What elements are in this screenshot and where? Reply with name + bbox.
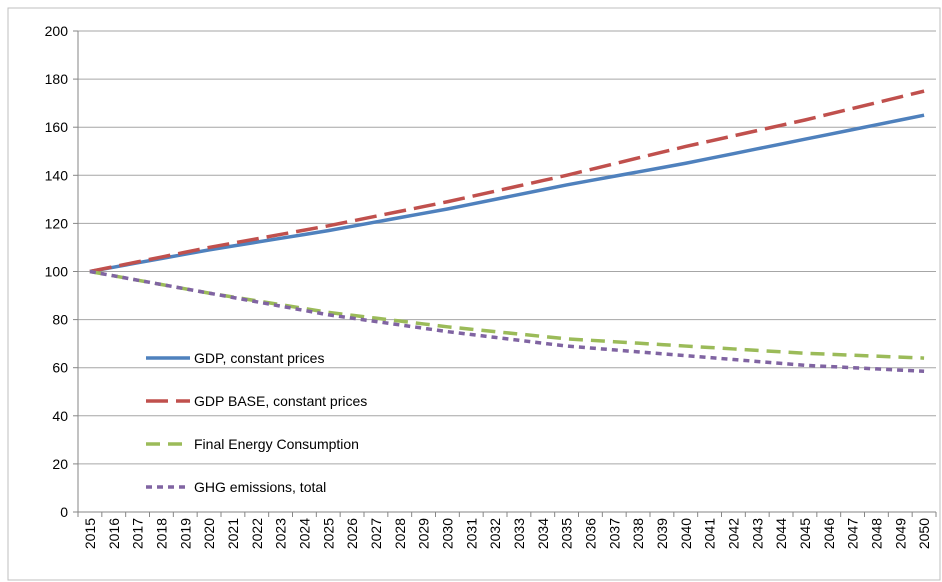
x-tick-label: 2024 xyxy=(296,518,312,549)
x-tick-label: 2050 xyxy=(916,518,932,549)
x-tick-label: 2049 xyxy=(892,518,908,549)
x-tick-label: 2039 xyxy=(654,518,670,549)
y-tick-label: 20 xyxy=(52,456,68,472)
x-tick-label: 2040 xyxy=(678,518,694,549)
y-tick-label: 100 xyxy=(45,264,69,280)
x-tick-label: 2019 xyxy=(177,518,193,549)
x-tick-label: 2042 xyxy=(725,518,741,549)
x-tick-label: 2020 xyxy=(201,518,217,549)
x-tick-label: 2028 xyxy=(392,518,408,549)
x-tick-label: 2015 xyxy=(82,518,98,549)
x-tick-label: 2029 xyxy=(416,518,432,549)
legend: GDP, constant prices GDP BASE, constant p… xyxy=(146,350,367,495)
series-line xyxy=(89,269,925,360)
y-tick-label: 40 xyxy=(52,408,68,424)
x-tick-label: 2037 xyxy=(606,518,622,549)
y-tick-label: 180 xyxy=(45,71,69,87)
series-line xyxy=(89,269,925,374)
series-line xyxy=(89,113,925,274)
x-tick-label: 2047 xyxy=(845,518,861,549)
y-tick-label: 200 xyxy=(45,23,69,39)
x-tick-label: 2017 xyxy=(130,518,146,549)
x-tick-label: 2025 xyxy=(320,518,336,549)
x-tick-label: 2031 xyxy=(463,518,479,549)
y-tick-label: 120 xyxy=(45,215,69,231)
x-tick-label: 2035 xyxy=(559,518,575,549)
x-tick-label: 2030 xyxy=(439,518,455,549)
x-tick-label: 2046 xyxy=(821,518,837,549)
x-tick-label: 2041 xyxy=(702,518,718,549)
x-tick-label: 2043 xyxy=(749,518,765,549)
legend-label: GHG emissions, total xyxy=(194,479,326,495)
x-tick-label: 2018 xyxy=(153,518,169,549)
x-tick-label: 2027 xyxy=(368,518,384,549)
x-tick-label: 2044 xyxy=(773,518,789,549)
x-tick-label: 2048 xyxy=(868,518,884,549)
x-tick-label: 2032 xyxy=(487,518,503,549)
y-tick-label: 60 xyxy=(52,360,68,376)
series-line xyxy=(89,89,925,274)
x-tick-label: 2034 xyxy=(535,518,551,549)
y-tick-label: 160 xyxy=(45,119,69,135)
x-tick-label: 2016 xyxy=(106,518,122,549)
y-tick-label: 80 xyxy=(52,312,68,328)
x-tick-label: 2036 xyxy=(582,518,598,549)
legend-label: GDP BASE, constant prices xyxy=(194,393,367,409)
x-tick-label: 2021 xyxy=(225,518,241,549)
legend-label: GDP, constant prices xyxy=(194,350,324,366)
x-tick-label: 2033 xyxy=(511,518,527,549)
y-tick-label: 0 xyxy=(60,504,68,520)
y-tick-label: 140 xyxy=(45,167,69,183)
x-tick-label: 2045 xyxy=(797,518,813,549)
x-tick-label: 2022 xyxy=(249,518,265,549)
x-tick-label: 2023 xyxy=(273,518,289,549)
x-tick-label: 2038 xyxy=(630,518,646,549)
chart-frame xyxy=(7,7,941,581)
x-tick-label: 2026 xyxy=(344,518,360,549)
legend-label: Final Energy Consumption xyxy=(194,436,359,452)
